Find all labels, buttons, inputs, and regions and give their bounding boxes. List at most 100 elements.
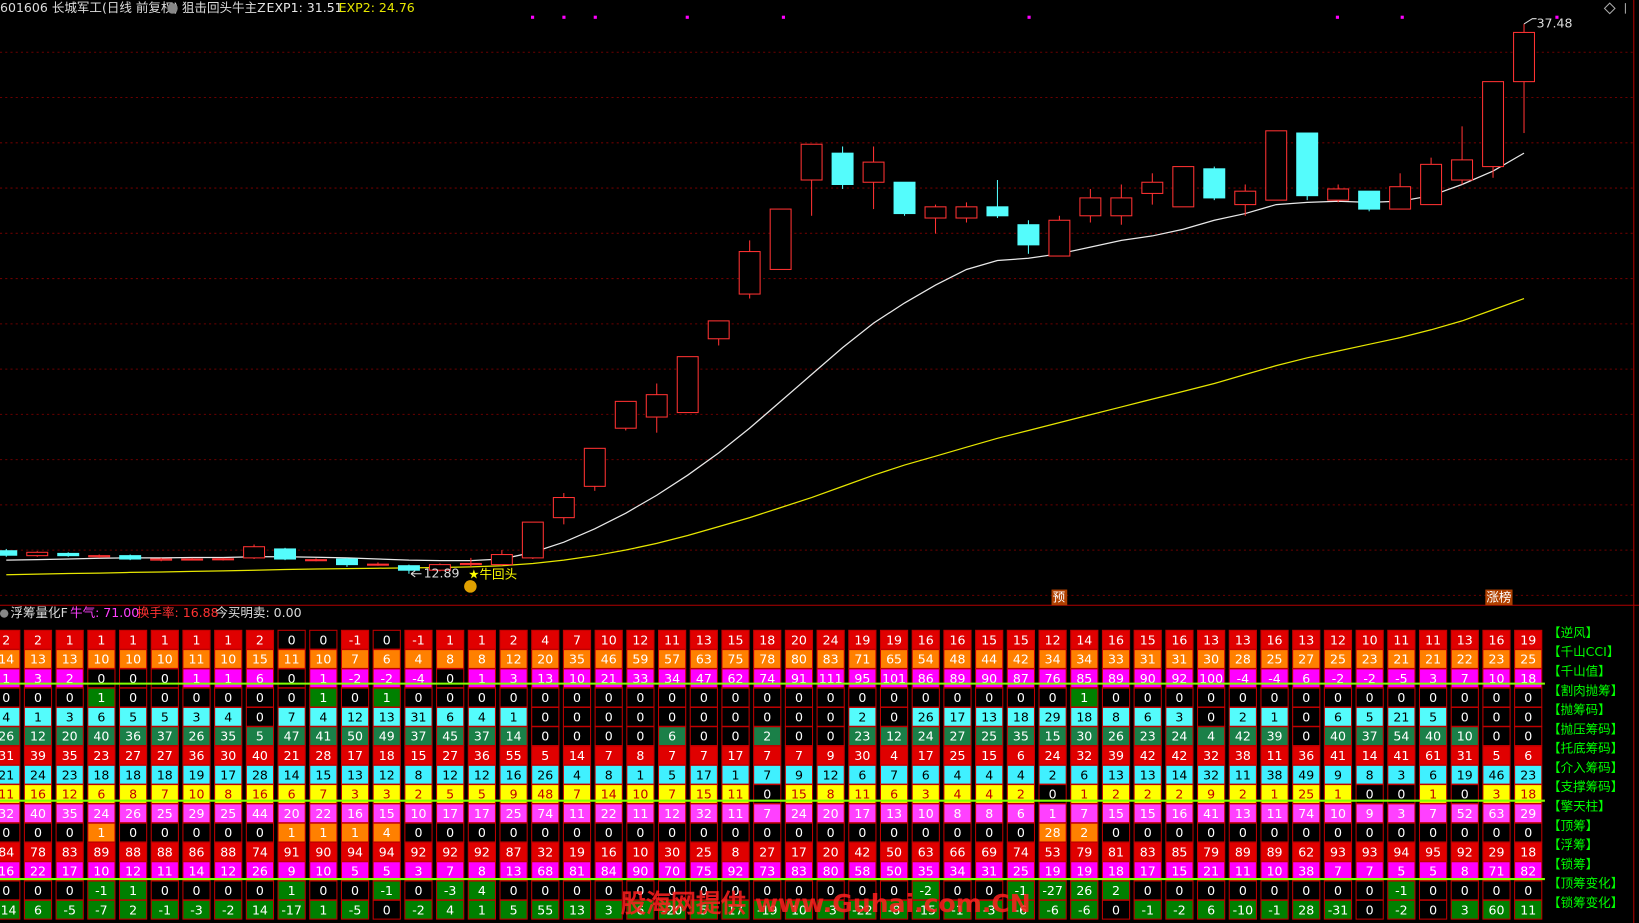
cell-value: 49 xyxy=(1298,767,1314,782)
cell-value: 40 xyxy=(252,748,268,763)
cell-value: 8 xyxy=(985,806,993,821)
panel-title: 浮筹量化F xyxy=(10,605,67,620)
cell-value: 35 xyxy=(1013,729,1029,744)
candle-body xyxy=(738,251,761,295)
candle-body xyxy=(1451,159,1474,181)
cell-value: 79 xyxy=(1203,844,1219,859)
cell xyxy=(658,899,687,920)
cell-value: 5 xyxy=(478,787,486,802)
cell-value: 16 xyxy=(506,767,522,782)
cell-value: 49 xyxy=(379,729,395,744)
cell-value: 92 xyxy=(474,844,490,859)
cell-value: 57 xyxy=(664,652,680,667)
cell-value: 25 xyxy=(981,729,997,744)
cell-value: 32 xyxy=(1076,748,1092,763)
candle-body xyxy=(366,563,389,566)
cell xyxy=(309,899,338,920)
cell-value: 29 xyxy=(1489,844,1505,859)
cell-value: 24 xyxy=(1171,729,1187,744)
cell-value: 18 xyxy=(379,748,395,763)
cell-value: 1 xyxy=(97,825,105,840)
cell-value: 19 xyxy=(1457,767,1473,782)
row-label: 【锁筹】 xyxy=(1548,856,1598,871)
cell-value: 71 xyxy=(854,652,870,667)
cell-value: 46 xyxy=(1489,767,1505,782)
cell-value: 60 xyxy=(1489,902,1505,917)
cell-value: 7 xyxy=(351,652,359,667)
cell-value: 0 xyxy=(795,825,803,840)
candle-body xyxy=(1017,224,1040,246)
cell-value: 0 xyxy=(414,690,422,705)
cell-value: 0 xyxy=(256,690,264,705)
cell-value: 31 xyxy=(410,709,426,724)
cell-value: 0 xyxy=(605,825,613,840)
cell-value: 20 xyxy=(791,632,807,647)
cell-value: 19 xyxy=(854,632,870,647)
cell-value: 7 xyxy=(890,767,898,782)
cell-value: 6 xyxy=(668,729,676,744)
cell-value: 8 xyxy=(605,767,613,782)
cell-value: 27 xyxy=(950,729,966,744)
cell-value: 14 xyxy=(569,748,585,763)
cell-value: 4 xyxy=(985,767,993,782)
cell-value: 0 xyxy=(858,690,866,705)
cell-value: 0 xyxy=(890,690,898,705)
cell-value: 0 xyxy=(1207,690,1215,705)
cell-value: 16 xyxy=(1171,632,1187,647)
cell-value: 2 xyxy=(1112,787,1120,802)
cell-value: 14 xyxy=(1171,767,1187,782)
cell-value: 23 xyxy=(1362,652,1378,667)
cell xyxy=(1482,899,1511,920)
cell-value: 21 xyxy=(1393,709,1409,724)
cell-value: 12 xyxy=(379,767,395,782)
cell-value: 18 xyxy=(1013,709,1029,724)
cell-value: -6 xyxy=(1046,902,1059,917)
cell-value: 15 xyxy=(1140,806,1156,821)
cell-value: 0 xyxy=(34,883,42,898)
row-label: 【托底筹码】 xyxy=(1548,741,1623,756)
cell-value: 0 xyxy=(193,690,201,705)
cell-value: 0 xyxy=(732,729,740,744)
window-icons[interactable] xyxy=(1603,2,1626,15)
cell-value: 0 xyxy=(1429,690,1437,705)
cell-value: 76 xyxy=(1045,671,1061,686)
cell-value: 66 xyxy=(950,844,966,859)
candle-body xyxy=(1389,186,1412,210)
cell xyxy=(467,899,496,920)
cell-value: 35 xyxy=(62,806,78,821)
cell-value: 89 xyxy=(1108,671,1124,686)
cell-value: 1 xyxy=(129,883,137,898)
cell-value: 0 xyxy=(1175,825,1183,840)
cell-value: 12 xyxy=(664,806,680,821)
cell-value: 7 xyxy=(288,709,296,724)
cell-value: 0 xyxy=(1461,825,1469,840)
cell-value: 16 xyxy=(30,787,46,802)
cell-value: 69 xyxy=(981,844,997,859)
cell-value: 35 xyxy=(220,729,236,744)
cell-value: 25 xyxy=(506,806,522,821)
cell-value: 86 xyxy=(918,671,934,686)
cell-value: 14 xyxy=(601,787,617,802)
cell-value: 2 xyxy=(2,632,10,647)
cell-value: 12 xyxy=(632,632,648,647)
cell-value: 1 xyxy=(224,671,232,686)
cell-value: 13 xyxy=(569,902,585,917)
cell-value: -5 xyxy=(349,902,362,917)
candle-body xyxy=(552,497,575,519)
cell-value: 0 xyxy=(319,632,327,647)
cell-value: 38 xyxy=(1267,767,1283,782)
cell-value: 0 xyxy=(795,883,803,898)
row-label: 【锁筹变化】 xyxy=(1548,895,1623,910)
cell-value: 28 xyxy=(252,767,268,782)
cell-value: 101 xyxy=(882,671,906,686)
cell-value: 0 xyxy=(636,690,644,705)
cell-value: 14 xyxy=(506,729,522,744)
cell-value: 0 xyxy=(129,690,137,705)
cell-value: 0 xyxy=(161,690,169,705)
cell-value: 8 xyxy=(478,864,486,879)
cell-value: 5 xyxy=(256,729,264,744)
cell-value: 33 xyxy=(632,671,648,686)
cell-value: 0 xyxy=(1524,709,1532,724)
cell-value: 89 xyxy=(1235,844,1251,859)
turnover: 换手率: 16.88 xyxy=(137,605,219,620)
